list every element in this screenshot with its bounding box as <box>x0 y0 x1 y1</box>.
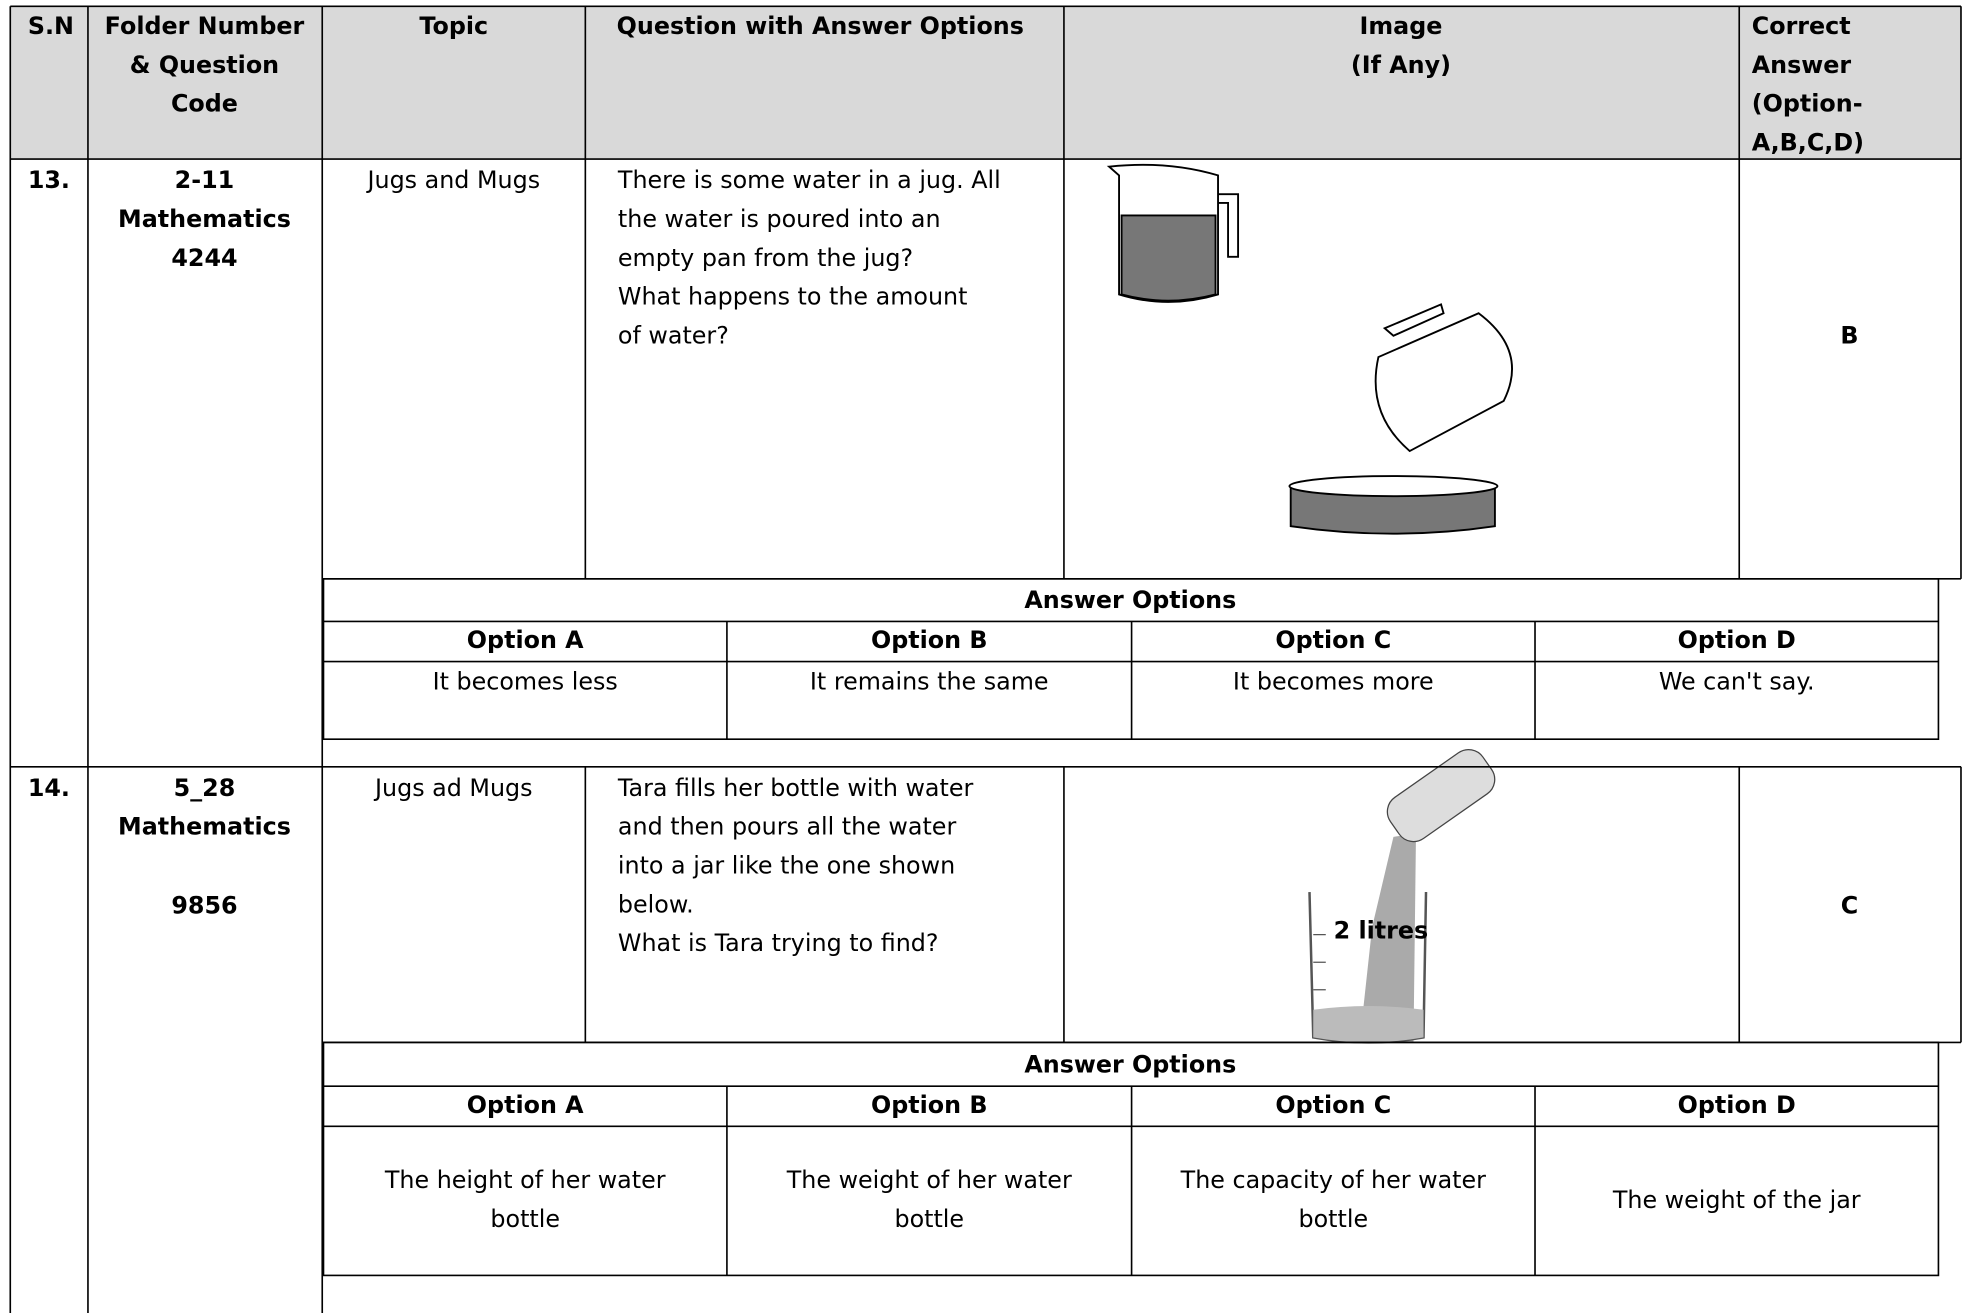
serial-number: 14. <box>28 774 70 802</box>
question-code: Mathematics <box>118 813 291 841</box>
option-text: It remains the same <box>810 667 1049 695</box>
correct-answer: B <box>1840 322 1858 350</box>
question-text: into a jar like the one shown <box>618 851 955 879</box>
option-label: Option C <box>1275 1091 1391 1119</box>
option-label: Option D <box>1678 626 1796 654</box>
header-cell: Image <box>1360 12 1443 40</box>
question-code: 2-11 <box>175 166 235 194</box>
option-label: Option B <box>871 626 988 654</box>
question-code: 9856 <box>171 892 237 920</box>
header-cell: Question with Answer Options <box>617 12 1024 40</box>
option-text: It becomes more <box>1233 667 1434 695</box>
header-cell: A,B,C,D) <box>1752 129 1864 157</box>
question-text: the water is poured into an <box>618 205 941 233</box>
header-cell: S.N <box>28 12 74 40</box>
option-text: bottle <box>1299 1205 1369 1233</box>
option-label: Option C <box>1275 626 1391 654</box>
header-cell: Answer <box>1752 51 1852 79</box>
jug-image <box>1106 163 1513 535</box>
question-code: 5_28 <box>174 774 236 802</box>
image-label: 2 litres <box>1334 917 1429 945</box>
header-cell: & Question <box>130 51 279 79</box>
option-text: bottle <box>894 1205 964 1233</box>
question-text: Tara fills her bottle with water <box>617 774 974 802</box>
question-code: Mathematics <box>118 205 291 233</box>
question-text: empty pan from the jug? <box>618 244 913 272</box>
header-background <box>10 6 1961 160</box>
option-text: The capacity of her water <box>1180 1166 1486 1194</box>
correct-answer: C <box>1841 892 1858 920</box>
option-text: The height of her water <box>384 1166 666 1194</box>
header-cell: Code <box>171 90 238 118</box>
topic: Jugs and Mugs <box>365 166 540 194</box>
option-label: Option B <box>871 1091 988 1119</box>
option-text: The weight of the jar <box>1612 1186 1861 1214</box>
header-cell: Folder Number <box>105 12 305 40</box>
question-text: What is Tara trying to find? <box>618 929 939 957</box>
options-title: Answer Options <box>1024 1051 1236 1079</box>
question-text: of water? <box>618 322 729 350</box>
question-text: and then pours all the water <box>618 813 957 841</box>
option-text: bottle <box>490 1205 560 1233</box>
option-text: It becomes less <box>433 667 618 695</box>
option-text: The weight of her water <box>786 1166 1072 1194</box>
question-code: 4244 <box>171 244 237 272</box>
question-text: What happens to the amount <box>618 283 968 311</box>
header-cell: (Option- <box>1752 90 1863 118</box>
beaker-image <box>1308 748 1496 1044</box>
topic: Jugs ad Mugs <box>373 774 533 802</box>
question-text: There is some water in a jug. All <box>617 166 1001 194</box>
header-cell: Correct <box>1752 12 1851 40</box>
question-text: below. <box>618 890 694 918</box>
option-text: We can't say. <box>1659 667 1815 695</box>
option-label: Option A <box>467 626 584 654</box>
option-label: Option D <box>1678 1091 1796 1119</box>
options-title: Answer Options <box>1024 586 1236 614</box>
header-cell: (If Any) <box>1351 51 1451 79</box>
option-label: Option A <box>467 1091 584 1119</box>
header-cell: Topic <box>419 12 488 40</box>
serial-number: 13. <box>28 166 70 194</box>
